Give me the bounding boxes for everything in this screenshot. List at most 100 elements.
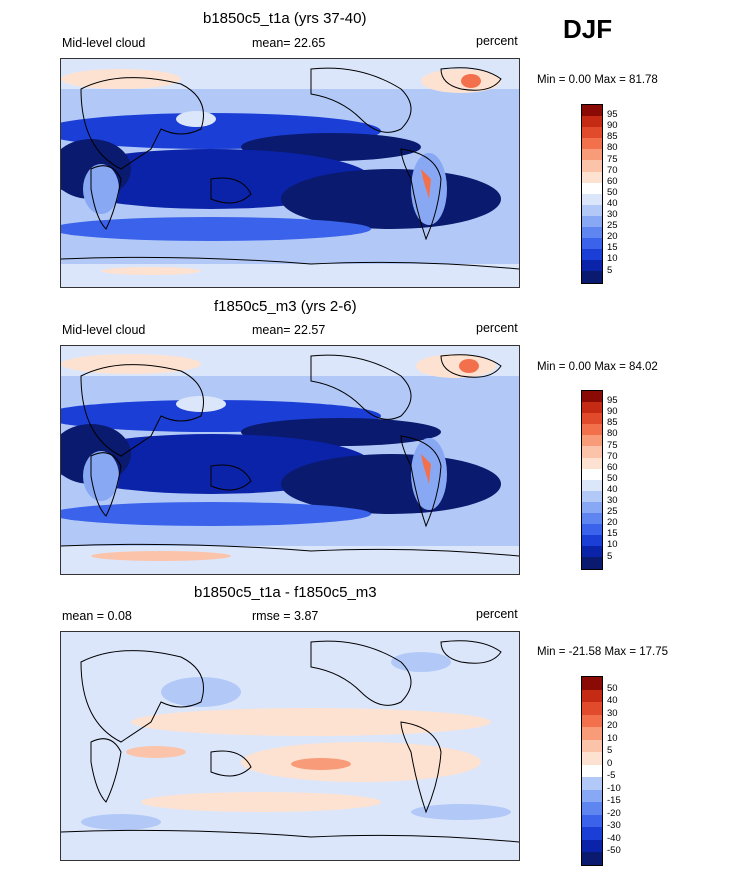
- colorbar-swatch: [582, 513, 602, 525]
- colorbar-label: 80: [607, 428, 618, 440]
- panel2-minmax: Min = 0.00 Max = 84.02: [537, 361, 658, 373]
- colorbar-label: 25: [607, 506, 618, 518]
- panel3-title: b1850c5_t1a - f1850c5_m3: [194, 584, 377, 601]
- colorbar-label: 60: [607, 175, 618, 187]
- colorbar-label: 10: [607, 253, 618, 265]
- panel2-variable: Mid-level cloud: [62, 323, 146, 337]
- colorbar-swatch: [582, 391, 602, 403]
- colorbar-label: 5: [607, 550, 613, 562]
- colorbar-swatch: [582, 802, 602, 815]
- colorbar-label: 30: [607, 495, 618, 506]
- colorbar-label: 5: [607, 264, 613, 276]
- colorbar-swatch: [582, 702, 602, 715]
- colorbar-label: -5: [607, 770, 616, 781]
- colorbar-label: 15: [607, 242, 618, 254]
- colorbar-swatch: [582, 752, 602, 765]
- panel1-minmax: Min = 0.00 Max = 81.78: [537, 74, 658, 86]
- colorbar-label: 0: [607, 757, 613, 769]
- panel3-minmax: Min = -21.58 Max = 17.75: [537, 646, 669, 658]
- colorbar-label: 20: [607, 231, 618, 243]
- colorbar-swatch: [582, 501, 602, 514]
- colorbar-swatch: [582, 160, 602, 172]
- colorbar-swatch: [582, 215, 602, 228]
- colorbar-swatch: [582, 127, 602, 139]
- season-label: DJF: [563, 14, 613, 44]
- colorbar-swatch: [582, 814, 602, 827]
- colorbar-swatch: [582, 138, 602, 150]
- colorbar-swatch: [582, 490, 602, 502]
- panel3-colorbar: [581, 676, 603, 866]
- panel1-mean: mean= 22.65: [252, 36, 326, 50]
- colorbar-swatch: [582, 435, 602, 447]
- colorbar-label: 50: [607, 186, 618, 198]
- colorbar-swatch: [582, 839, 602, 852]
- colorbar-swatch: [582, 413, 602, 425]
- colorbar-swatch: [582, 739, 602, 752]
- colorbar-label: 75: [607, 439, 618, 451]
- colorbar-swatch: [582, 424, 602, 436]
- colorbar-swatch: [582, 193, 602, 205]
- colorbar-swatch: [582, 149, 602, 161]
- panel3-map: [60, 631, 520, 861]
- colorbar-swatch: [582, 271, 602, 283]
- panel2-mean: mean= 22.57: [252, 323, 326, 337]
- colorbar-swatch: [582, 260, 602, 272]
- colorbar-label: 10: [607, 539, 618, 551]
- colorbar-swatch: [582, 727, 602, 740]
- colorbar-label: -30: [607, 820, 621, 831]
- panel1-colorbar: [581, 104, 603, 284]
- colorbar-label: 75: [607, 153, 618, 165]
- colorbar-label: 30: [607, 707, 618, 719]
- colorbar-label: 40: [607, 197, 618, 209]
- colorbar-label: 20: [607, 517, 618, 529]
- colorbar-label: 90: [607, 120, 618, 132]
- colorbar-swatch: [582, 557, 602, 569]
- colorbar-swatch: [582, 479, 602, 491]
- colorbar-label: 85: [607, 131, 618, 143]
- colorbar-swatch: [582, 714, 602, 727]
- colorbar-swatch: [582, 171, 602, 183]
- colorbar-label: 85: [607, 417, 618, 429]
- panel1-map: [60, 58, 520, 288]
- panel3-mean: mean = 0.08: [62, 609, 132, 623]
- colorbar-swatch: [582, 402, 602, 414]
- colorbar-swatch: [582, 204, 602, 216]
- colorbar-label: 15: [607, 528, 618, 540]
- colorbar-swatch: [582, 116, 602, 128]
- panel1-units: percent: [476, 34, 518, 48]
- colorbar-swatch: [582, 227, 602, 239]
- colorbar-label: -10: [607, 782, 621, 794]
- colorbar-swatch: [582, 524, 602, 536]
- colorbar-label: 40: [607, 695, 618, 706]
- colorbar-label: 5: [607, 745, 613, 756]
- colorbar-swatch: [582, 546, 602, 558]
- colorbar-swatch: [582, 777, 602, 790]
- colorbar-swatch: [582, 446, 602, 458]
- colorbar-swatch: [582, 689, 602, 702]
- colorbar-label: 40: [607, 483, 618, 495]
- panel1-title: b1850c5_t1a (yrs 37-40): [203, 10, 367, 27]
- panel3-units: percent: [476, 607, 518, 621]
- colorbar-label: 95: [607, 109, 618, 121]
- colorbar-swatch: [582, 535, 602, 547]
- panel2-map: [60, 345, 520, 575]
- colorbar-swatch: [582, 764, 602, 777]
- colorbar-label: -15: [607, 795, 621, 806]
- panel2-title: f1850c5_m3 (yrs 2-6): [214, 298, 357, 315]
- colorbar-label: 70: [607, 164, 618, 176]
- colorbar-swatch: [582, 677, 602, 690]
- colorbar-label: 95: [607, 395, 618, 407]
- colorbar-label: -40: [607, 832, 621, 844]
- panel3-rmse: rmse = 3.87: [252, 609, 319, 623]
- colorbar-swatch: [582, 238, 602, 250]
- colorbar-swatch: [582, 789, 602, 802]
- colorbar-swatch: [582, 249, 602, 261]
- colorbar-label: 30: [607, 209, 618, 220]
- panel2-units: percent: [476, 321, 518, 335]
- colorbar-swatch: [582, 457, 602, 469]
- colorbar-label: 25: [607, 220, 618, 232]
- colorbar-label: -50: [607, 845, 621, 856]
- colorbar-swatch: [582, 105, 602, 117]
- colorbar-label: 60: [607, 461, 618, 473]
- colorbar-label: -20: [607, 807, 621, 819]
